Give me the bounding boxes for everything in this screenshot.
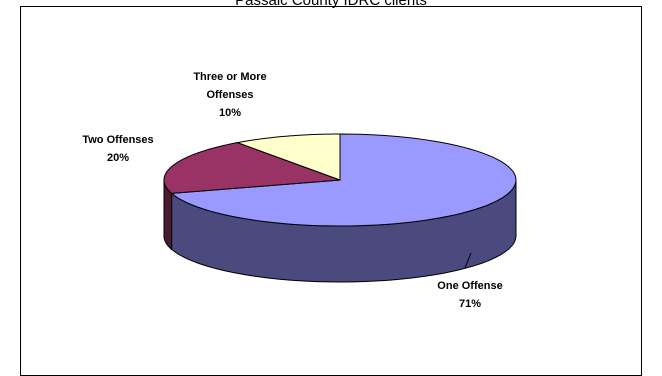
pie-slice-one-offense	[170, 133, 517, 227]
slice-label-one-offense: One Offense	[437, 280, 502, 292]
slice-label-three-or-more-line2: Offenses	[206, 89, 253, 101]
leader-line-one-offense	[464, 252, 472, 269]
label-group: Three or More Offenses 10% Two Offenses …	[82, 71, 502, 310]
pie-tops	[163, 133, 517, 227]
slice-label-three-or-more-line1: Three or More	[193, 71, 266, 83]
slice-label-two-offenses: Two Offenses	[82, 134, 153, 146]
slice-value-one-offense: 71%	[459, 298, 481, 310]
slice-value-three-or-more: 10%	[219, 107, 241, 119]
chart-title: Passaic County IDRC clients	[235, 0, 427, 9]
pie-slice-two-offenses	[163, 142, 341, 194]
pie-slice-three-or-more-offenses	[235, 133, 341, 181]
slice-value-two-offenses: 20%	[107, 152, 129, 164]
pie-chart: Three or More Offenses 10% Two Offenses …	[82, 71, 517, 310]
